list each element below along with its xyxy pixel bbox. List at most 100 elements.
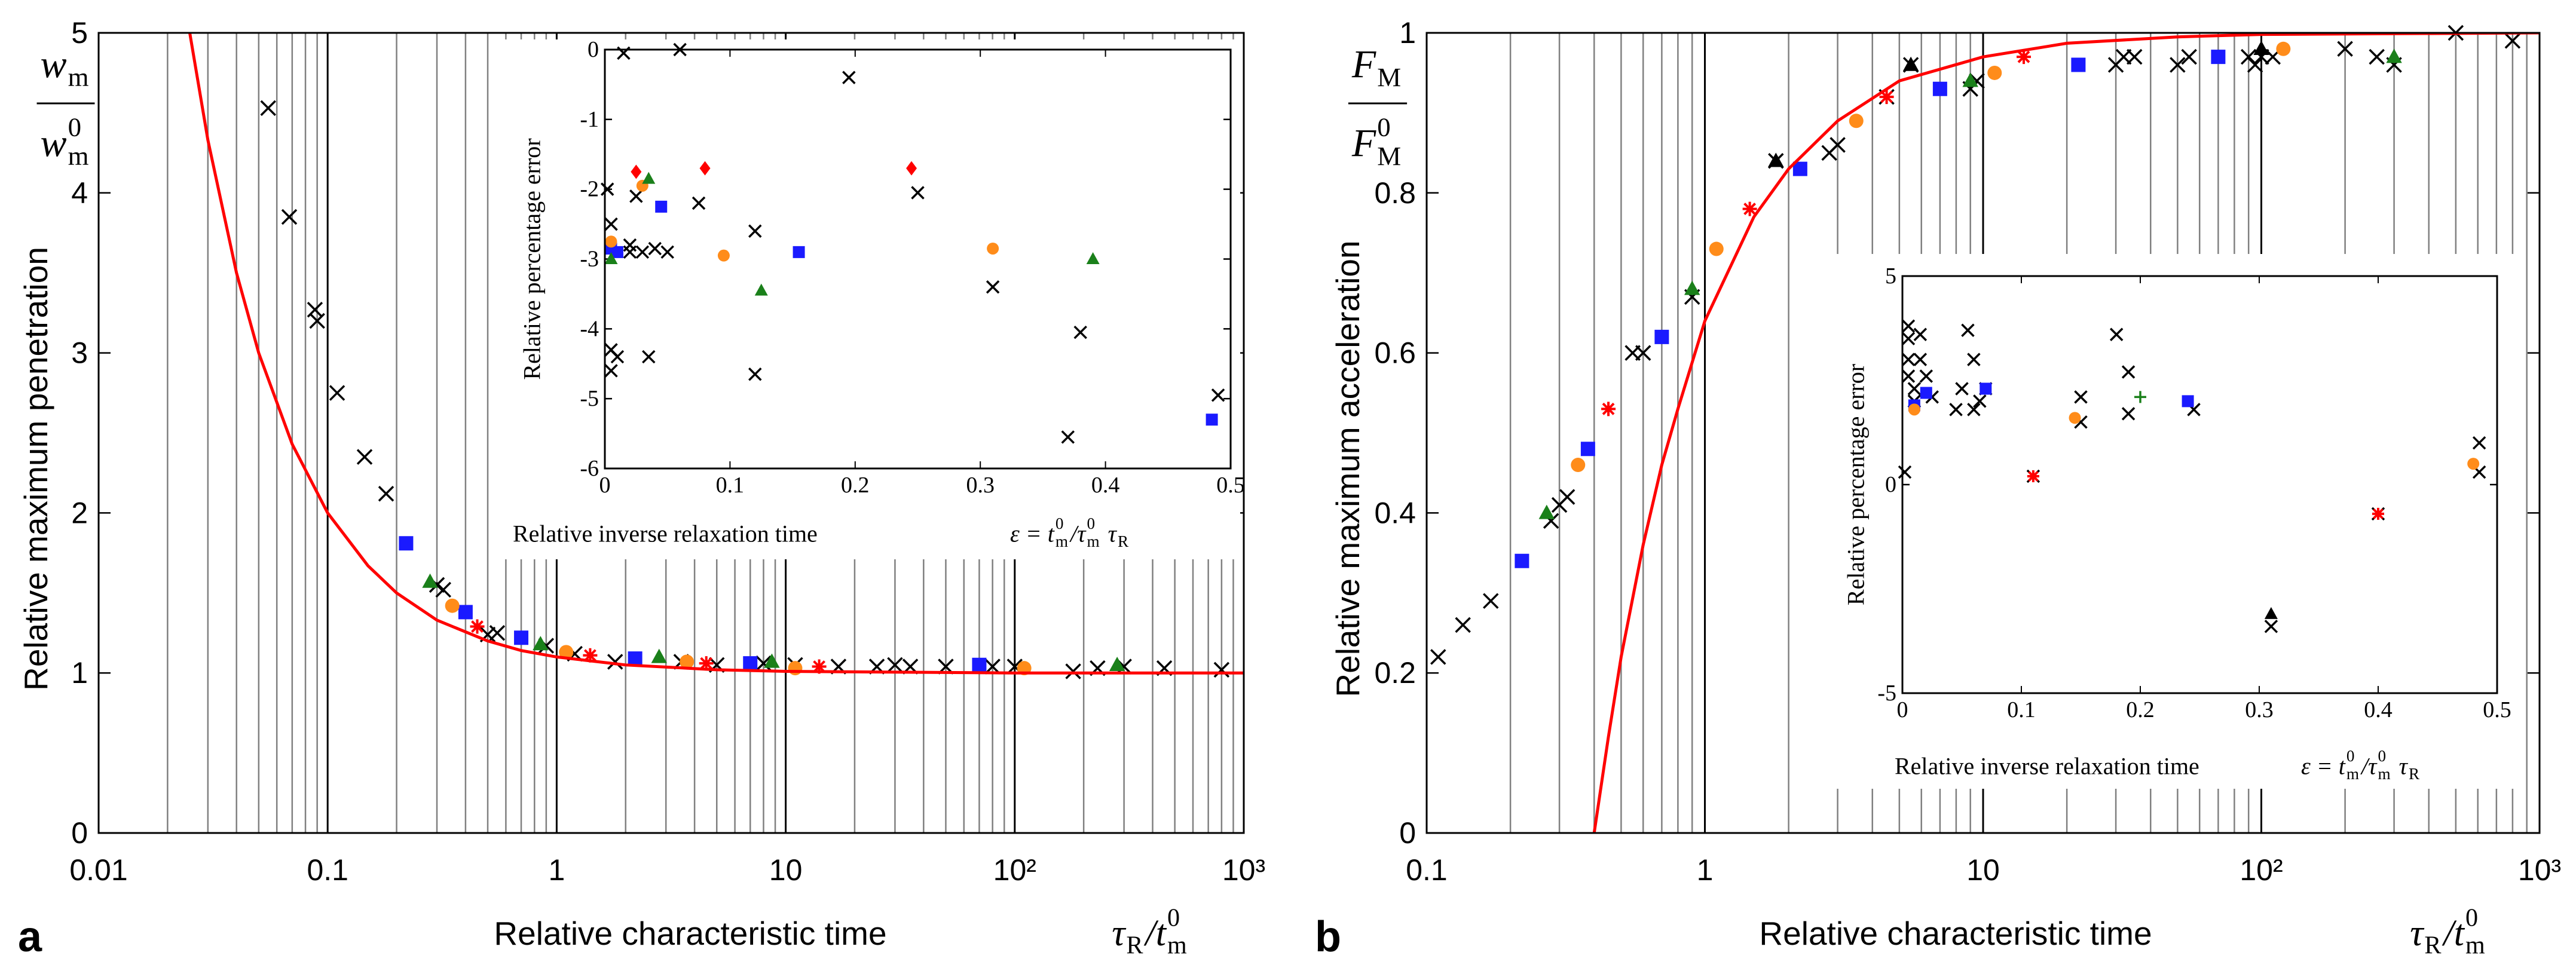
y-tick-label: 3 [71, 336, 88, 370]
x-tick-label: 0.2 [841, 473, 870, 498]
marker [1920, 387, 1932, 399]
marker [329, 385, 345, 401]
x-tick-label: 1 [548, 853, 565, 887]
marker [2134, 391, 2146, 403]
marker [611, 246, 623, 258]
marker [642, 171, 656, 184]
marker [2253, 40, 2269, 55]
x-tick-label: 0 [1897, 697, 1908, 722]
math-sub: m [2346, 765, 2359, 783]
marker [610, 350, 625, 364]
marker [1483, 593, 1499, 609]
marker [1913, 353, 1928, 366]
y-tick-label: 5 [1885, 264, 1896, 289]
marker [356, 449, 373, 465]
x-tick-label: 0 [599, 473, 611, 498]
marker [755, 655, 772, 672]
math-base: /τ [2360, 753, 2378, 780]
inset-background [501, 39, 1240, 559]
math-sub: M [1377, 141, 1401, 171]
marker [533, 636, 549, 651]
y-tick-label: 0.6 [1374, 336, 1416, 370]
marker [2276, 41, 2291, 56]
marker [2027, 470, 2039, 483]
marker [1949, 403, 1963, 416]
marker [631, 164, 642, 179]
marker [281, 209, 298, 225]
y-tick-label: 0 [71, 816, 88, 850]
marker [399, 536, 414, 551]
math-base: τ [2410, 913, 2425, 954]
math-base: /t [1144, 913, 1167, 954]
math-base: w [41, 43, 67, 87]
marker [623, 245, 637, 259]
y-tick-label: 0.8 [1374, 176, 1416, 210]
marker [1515, 553, 1529, 568]
marker [1742, 201, 1757, 216]
marker [378, 486, 394, 502]
marker [1955, 382, 1969, 396]
marker [1709, 241, 1724, 256]
marker [2386, 48, 2402, 63]
math-label: F M0 [1351, 112, 1401, 171]
marker [2071, 57, 2086, 72]
marker [680, 654, 695, 669]
marker [972, 657, 987, 672]
marker [600, 182, 614, 196]
marker [1967, 353, 1981, 366]
marker [1898, 465, 1912, 479]
marker [2372, 507, 2384, 520]
marker [754, 283, 768, 296]
y-axis-label: Relative maximum acceleration [1329, 240, 1366, 697]
math-base: τ [1102, 520, 1118, 547]
marker [605, 235, 617, 248]
marker [2247, 57, 2263, 73]
x-axis-label: Relative inverse relaxation time [1895, 753, 2199, 780]
marker [642, 350, 656, 364]
marker [692, 196, 706, 210]
y-tick-label: 4 [71, 176, 88, 210]
marker [748, 367, 762, 381]
marker [489, 625, 506, 641]
marker [699, 161, 711, 176]
marker [2127, 48, 2143, 65]
marker [514, 630, 529, 645]
marker [1849, 114, 1864, 128]
marker [422, 573, 438, 588]
x-tick-label: 0.5 [1216, 473, 1245, 498]
marker [1919, 369, 1933, 383]
x-tick-label: 0.2 [2126, 697, 2155, 722]
math-base: τ [2393, 753, 2409, 780]
y-tick-label: -6 [580, 456, 599, 481]
x-tick-label: 0.1 [307, 853, 348, 887]
inset-background [1823, 254, 2514, 789]
marker [445, 598, 460, 613]
plot-frame [1901, 275, 2498, 694]
marker [1061, 430, 1075, 444]
y-tick-label: 0 [1885, 472, 1896, 497]
x-tick-label: 0.1 [1406, 853, 1448, 887]
marker [1206, 414, 1218, 426]
math-base: /τ [1069, 520, 1087, 547]
marker [1901, 353, 1916, 366]
marker [1211, 388, 1225, 402]
marker [1580, 442, 1595, 457]
marker [2069, 412, 2081, 424]
marker [1901, 369, 1916, 383]
math-sup: 0 [1056, 514, 1064, 532]
marker [604, 217, 618, 231]
math-sup: 0 [1087, 514, 1095, 532]
y-axis-label: Relative maximum penetration [17, 247, 54, 691]
marker [604, 252, 618, 264]
math-base: ε = t [2301, 753, 2346, 780]
math-sub: m [1087, 532, 1099, 550]
marker [1932, 81, 1947, 96]
marker [1829, 137, 1846, 153]
marker [987, 242, 999, 255]
marker [629, 189, 643, 203]
math-sub: m [2465, 931, 2485, 959]
math-sub: M [1377, 62, 1401, 92]
x-axis-label: Relative characteristic time [1759, 915, 2152, 952]
